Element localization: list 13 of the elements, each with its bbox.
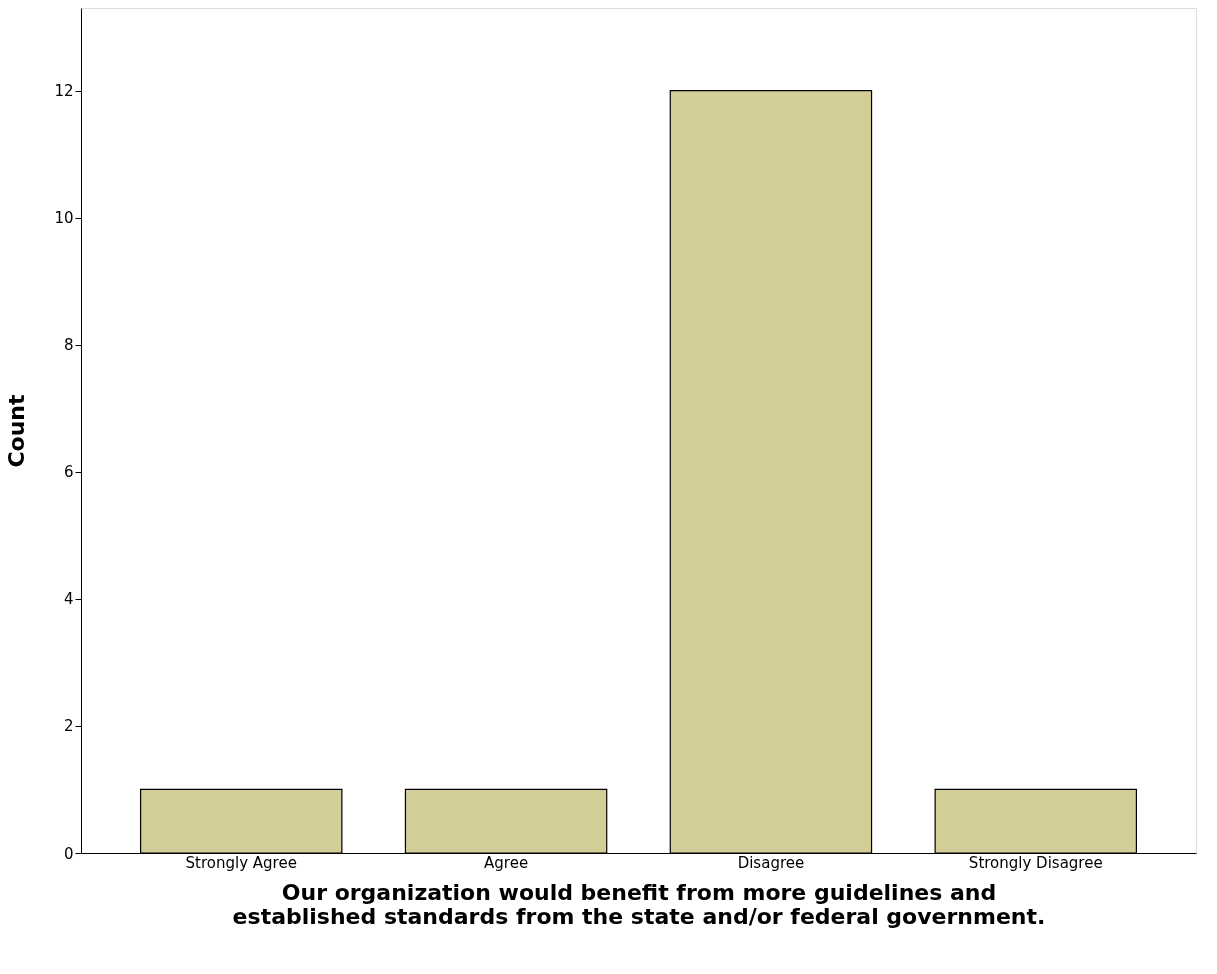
y-tick-label: 10 xyxy=(54,209,74,228)
y-tick-label: 0 xyxy=(63,844,74,863)
y-tick-label: 12 xyxy=(54,82,74,101)
y-tick-label: 2 xyxy=(63,717,74,736)
x-tick-label: Strongly Agree xyxy=(185,853,297,872)
x-tick-label: Strongly Disagree xyxy=(968,853,1103,872)
y-axis-title: Count xyxy=(4,393,30,468)
x-axis-title: Our organization would benefit from more guidelines and established standards from the state and/or federal government. xyxy=(232,879,1046,929)
y-tick-label: 8 xyxy=(63,336,74,355)
y-tick-label: 6 xyxy=(63,463,74,482)
y-tick-label: 4 xyxy=(63,590,74,609)
x-tick-label: Agree xyxy=(484,853,529,872)
x-tick-label: Disagree xyxy=(737,853,805,872)
